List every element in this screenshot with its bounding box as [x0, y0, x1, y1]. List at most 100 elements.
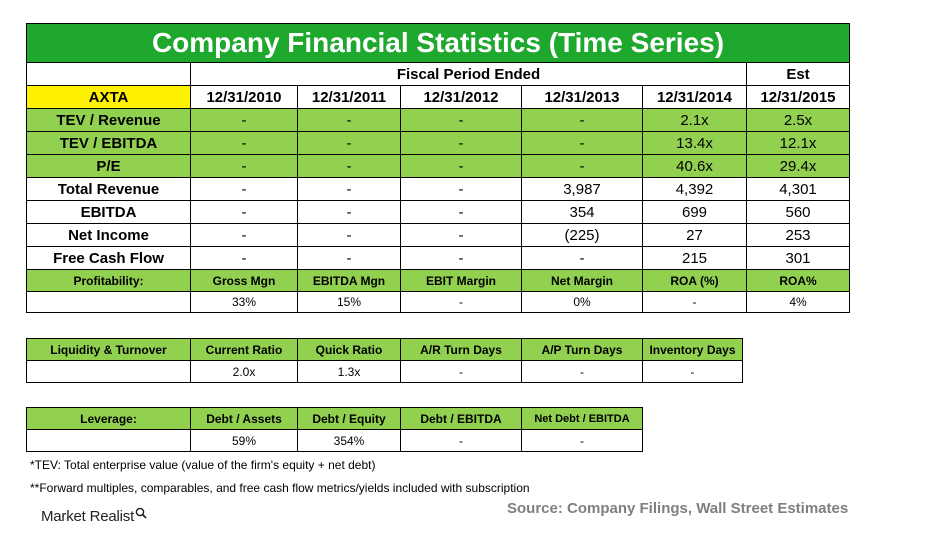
magnifier-icon	[135, 506, 147, 519]
cell: 3,987	[521, 177, 643, 201]
cell: -	[297, 177, 401, 201]
profitability-values-row: 33% 15% - 0% - 4%	[26, 291, 850, 313]
leverage-label: Leverage:	[26, 407, 191, 430]
cell: 699	[642, 200, 747, 224]
cell: -	[400, 360, 522, 383]
ticker-cell: AXTA	[26, 85, 191, 109]
column-header: Inventory Days	[642, 338, 743, 361]
column-header: Quick Ratio	[297, 338, 401, 361]
date-header: 12/31/2013	[521, 85, 643, 109]
cell: 1.3x	[297, 360, 401, 383]
column-header: ROA (%)	[642, 269, 747, 292]
cell: -	[521, 108, 643, 132]
cell: 354	[521, 200, 643, 224]
empty-cell	[26, 429, 191, 452]
fiscal-period-header: Fiscal Period Ended	[190, 62, 747, 86]
cell: -	[297, 131, 401, 155]
cell: -	[190, 131, 298, 155]
table-row: Net Income - - - (225) 27 253	[26, 223, 850, 247]
table-title: Company Financial Statistics (Time Serie…	[26, 23, 850, 63]
liquidity-label: Liquidity & Turnover	[26, 338, 191, 361]
table-row: Free Cash Flow - - - - 215 301	[26, 246, 850, 270]
row-label: EBITDA	[26, 200, 191, 224]
row-label: TEV / EBITDA	[26, 131, 191, 155]
date-header: 12/31/2015	[746, 85, 850, 109]
profitability-header-row: Profitability: Gross Mgn EBITDA Mgn EBIT…	[26, 269, 850, 292]
empty-cell	[26, 62, 191, 86]
row-label: Free Cash Flow	[26, 246, 191, 270]
market-realist-logo: Market Realist	[41, 506, 147, 525]
cell: -	[400, 429, 522, 452]
cell: 29.4x	[746, 154, 850, 178]
cell: -	[400, 246, 522, 270]
cell: 4%	[746, 291, 850, 313]
cell: -	[400, 223, 522, 247]
cell: -	[642, 291, 747, 313]
column-header: A/R Turn Days	[400, 338, 522, 361]
column-header: Gross Mgn	[190, 269, 298, 292]
table-row: EBITDA - - - 354 699 560	[26, 200, 850, 224]
cell: 560	[746, 200, 850, 224]
column-header: Current Ratio	[190, 338, 298, 361]
column-header: Debt / Equity	[297, 407, 401, 430]
column-header: EBITDA Mgn	[297, 269, 401, 292]
cell: 253	[746, 223, 850, 247]
cell: -	[400, 131, 522, 155]
date-header: 12/31/2011	[297, 85, 401, 109]
table-row: Total Revenue - - - 3,987 4,392 4,301	[26, 177, 850, 201]
cell: -	[521, 429, 643, 452]
cell: -	[190, 200, 298, 224]
table-row: P/E - - - - 40.6x 29.4x	[26, 154, 850, 178]
cell: 59%	[190, 429, 298, 452]
cell: -	[190, 177, 298, 201]
column-header: Debt / EBITDA	[400, 407, 522, 430]
cell: -	[190, 108, 298, 132]
cell: -	[521, 154, 643, 178]
cell: 215	[642, 246, 747, 270]
table-row: TEV / Revenue - - - - 2.1x 2.5x	[26, 108, 850, 132]
liquidity-header-row: Liquidity & Turnover Current Ratio Quick…	[26, 338, 743, 361]
cell: -	[400, 200, 522, 224]
leverage-values-row: 59% 354% - -	[26, 429, 643, 452]
cell: -	[521, 246, 643, 270]
column-header: Debt / Assets	[190, 407, 298, 430]
column-header: Net Debt / EBITDA	[521, 407, 643, 430]
cell: 2.1x	[642, 108, 747, 132]
cell: -	[642, 360, 743, 383]
cell: 4,392	[642, 177, 747, 201]
cell: -	[190, 246, 298, 270]
empty-cell	[26, 291, 191, 313]
cell: -	[400, 291, 522, 313]
cell: -	[297, 246, 401, 270]
logo-text: Market Realist	[41, 508, 135, 525]
cell: 12.1x	[746, 131, 850, 155]
cell: 0%	[521, 291, 643, 313]
leverage-table: Leverage: Debt / Assets Debt / Equity De…	[26, 407, 643, 452]
empty-cell	[26, 360, 191, 383]
column-header: ROA%	[746, 269, 850, 292]
cell: -	[297, 223, 401, 247]
cell: -	[190, 154, 298, 178]
cell: 15%	[297, 291, 401, 313]
cell: 2.5x	[746, 108, 850, 132]
cell: (225)	[521, 223, 643, 247]
date-header: 12/31/2014	[642, 85, 747, 109]
cell: -	[400, 177, 522, 201]
column-header: A/P Turn Days	[521, 338, 643, 361]
row-label: Net Income	[26, 223, 191, 247]
cell: 13.4x	[642, 131, 747, 155]
cell: -	[400, 154, 522, 178]
date-header: 12/31/2010	[190, 85, 298, 109]
cell: 354%	[297, 429, 401, 452]
date-header: 12/31/2012	[400, 85, 522, 109]
cell: -	[297, 154, 401, 178]
cell: 40.6x	[642, 154, 747, 178]
cell: -	[297, 108, 401, 132]
cell: -	[190, 223, 298, 247]
row-label: Total Revenue	[26, 177, 191, 201]
row-label: P/E	[26, 154, 191, 178]
financial-statistics-table: Company Financial Statistics (Time Serie…	[26, 23, 850, 313]
liquidity-table: Liquidity & Turnover Current Ratio Quick…	[26, 338, 743, 383]
column-header: EBIT Margin	[400, 269, 522, 292]
source-note: Source: Company Filings, Wall Street Est…	[507, 500, 849, 517]
